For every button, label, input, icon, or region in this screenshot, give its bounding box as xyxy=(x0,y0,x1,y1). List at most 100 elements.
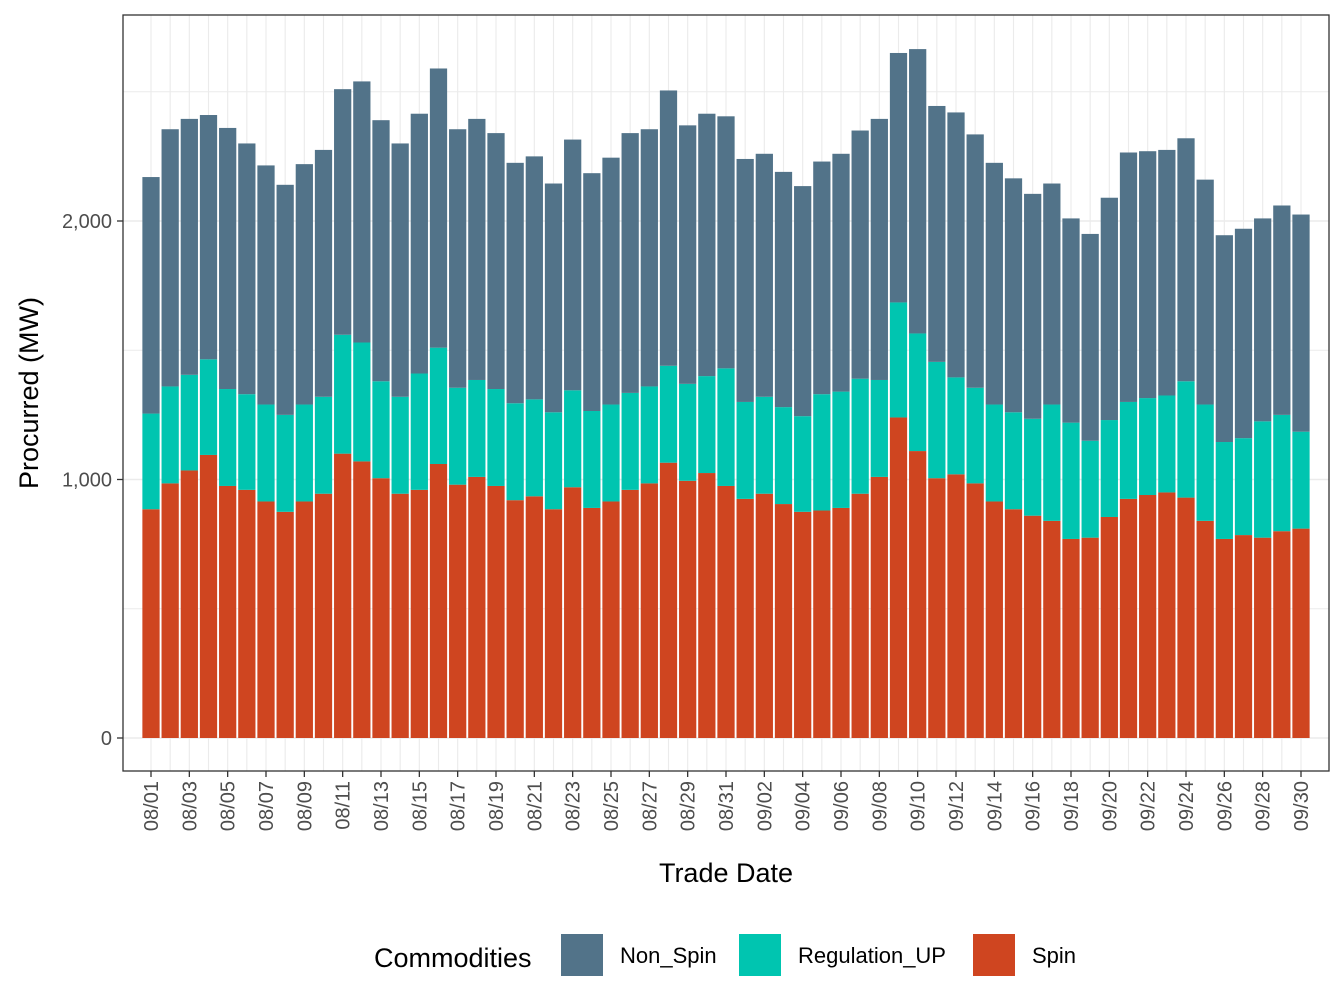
bar-spin-09-08 xyxy=(870,476,888,738)
bar-spin-09-10 xyxy=(909,451,927,738)
bar-non-spin-08-05 xyxy=(219,127,237,390)
bar-regulation-up-08-17 xyxy=(449,387,467,485)
bar-regulation-up-09-24 xyxy=(1177,381,1195,498)
bar-non-spin-08-10 xyxy=(314,149,333,397)
bar-spin-08-11 xyxy=(334,453,352,738)
bar-non-spin-09-14 xyxy=(985,162,1003,405)
bar-non-spin-09-02 xyxy=(755,153,773,397)
x-tick-label: 09/16 xyxy=(1023,781,1045,831)
bar-non-spin-09-18 xyxy=(1062,218,1080,423)
bar-spin-08-27 xyxy=(640,483,658,738)
x-tick-label: 09/04 xyxy=(793,781,815,831)
bar-regulation-up-08-05 xyxy=(219,389,237,486)
bar-spin-09-27 xyxy=(1234,535,1253,738)
bar-spin-08-14 xyxy=(391,493,409,738)
bar-spin-09-14 xyxy=(985,501,1003,738)
bar-regulation-up-09-19 xyxy=(1081,440,1099,538)
bar-spin-08-28 xyxy=(659,462,678,738)
x-tick-label: 09/02 xyxy=(754,781,776,831)
bar-non-spin-09-10 xyxy=(909,49,927,334)
legend-label-spin: Spin xyxy=(1032,943,1076,968)
bar-spin-08-30 xyxy=(698,473,716,738)
bar-regulation-up-08-09 xyxy=(295,404,313,502)
bar-spin-08-02 xyxy=(161,483,179,738)
bar-regulation-up-08-12 xyxy=(353,342,371,462)
bar-non-spin-08-08 xyxy=(276,184,294,415)
bar-regulation-up-08-11 xyxy=(334,334,352,454)
bar-non-spin-09-05 xyxy=(813,161,831,395)
bar-spin-08-06 xyxy=(238,489,256,738)
bar-non-spin-09-26 xyxy=(1215,235,1233,443)
bar-non-spin-09-16 xyxy=(1024,193,1042,419)
bar-non-spin-08-24 xyxy=(583,173,601,411)
bar-regulation-up-08-15 xyxy=(410,373,428,490)
bar-non-spin-08-12 xyxy=(353,81,371,343)
x-tick-label: 08/05 xyxy=(218,781,240,831)
legend-title: Commodities xyxy=(374,943,532,973)
bar-regulation-up-09-13 xyxy=(966,387,984,484)
bar-regulation-up-09-16 xyxy=(1024,418,1042,516)
bar-regulation-up-09-10 xyxy=(909,333,927,452)
bar-regulation-up-08-14 xyxy=(391,396,409,494)
bar-regulation-up-08-06 xyxy=(238,394,256,490)
bar-spin-09-04 xyxy=(794,511,812,738)
bar-regulation-up-09-25 xyxy=(1196,404,1214,521)
bar-regulation-up-09-06 xyxy=(832,391,850,508)
bar-non-spin-09-11 xyxy=(928,105,946,362)
bar-non-spin-09-04 xyxy=(794,186,812,417)
bar-regulation-up-09-17 xyxy=(1043,404,1061,521)
y-tick-label: 2,000 xyxy=(62,211,112,233)
bar-regulation-up-08-16 xyxy=(429,347,448,464)
bar-spin-08-21 xyxy=(525,496,543,738)
x-tick-label: 08/19 xyxy=(486,781,508,831)
x-tick-label: 08/11 xyxy=(333,781,355,830)
bar-regulation-up-08-24 xyxy=(583,410,601,508)
bar-non-spin-09-01 xyxy=(736,158,754,402)
bar-regulation-up-08-25 xyxy=(602,404,620,502)
bar-spin-09-19 xyxy=(1081,537,1099,738)
bar-non-spin-09-19 xyxy=(1081,233,1099,441)
bar-spin-08-31 xyxy=(717,485,735,738)
bar-non-spin-09-15 xyxy=(1004,178,1023,413)
bar-spin-08-25 xyxy=(602,501,620,738)
bar-regulation-up-09-22 xyxy=(1139,398,1157,496)
bar-non-spin-09-17 xyxy=(1043,183,1061,405)
bar-regulation-up-08-08 xyxy=(276,414,294,512)
x-tick-label: 08/07 xyxy=(256,781,278,831)
bar-non-spin-09-09 xyxy=(889,52,908,303)
bar-spin-09-22 xyxy=(1139,495,1157,738)
x-tick-label: 09/22 xyxy=(1138,781,1160,831)
bar-non-spin-08-11 xyxy=(334,89,352,335)
bar-spin-08-18 xyxy=(468,476,486,738)
bar-non-spin-09-07 xyxy=(851,130,869,379)
bar-non-spin-09-06 xyxy=(832,153,850,392)
bar-non-spin-09-03 xyxy=(774,171,793,408)
bar-regulation-up-08-23 xyxy=(564,390,582,488)
x-tick-label: 09/06 xyxy=(831,781,853,831)
bar-spin-09-13 xyxy=(966,483,984,738)
bar-spin-09-02 xyxy=(755,493,773,738)
bar-non-spin-09-12 xyxy=(947,112,965,378)
bar-regulation-up-09-09 xyxy=(889,302,908,418)
bar-regulation-up-08-01 xyxy=(142,413,160,510)
bar-non-spin-08-23 xyxy=(564,139,582,391)
bar-regulation-up-08-18 xyxy=(468,379,486,477)
bar-regulation-up-09-11 xyxy=(928,361,946,479)
bar-spin-09-01 xyxy=(736,498,754,738)
bar-regulation-up-09-28 xyxy=(1254,421,1272,538)
x-tick-label: 09/08 xyxy=(869,781,891,831)
x-tick-label: 08/09 xyxy=(294,781,316,831)
bar-non-spin-08-13 xyxy=(372,120,390,382)
bar-regulation-up-09-04 xyxy=(794,416,812,512)
y-tick-label: 1,000 xyxy=(62,470,112,492)
x-tick-label: 08/21 xyxy=(524,781,546,831)
bar-non-spin-08-01 xyxy=(142,177,160,414)
bar-regulation-up-09-03 xyxy=(774,407,793,505)
bar-regulation-up-08-26 xyxy=(621,392,639,490)
bar-spin-08-17 xyxy=(449,484,467,738)
bar-spin-08-15 xyxy=(410,489,428,738)
bar-regulation-up-09-18 xyxy=(1062,422,1080,539)
bar-spin-09-18 xyxy=(1062,538,1080,738)
bar-regulation-up-09-05 xyxy=(813,394,831,511)
